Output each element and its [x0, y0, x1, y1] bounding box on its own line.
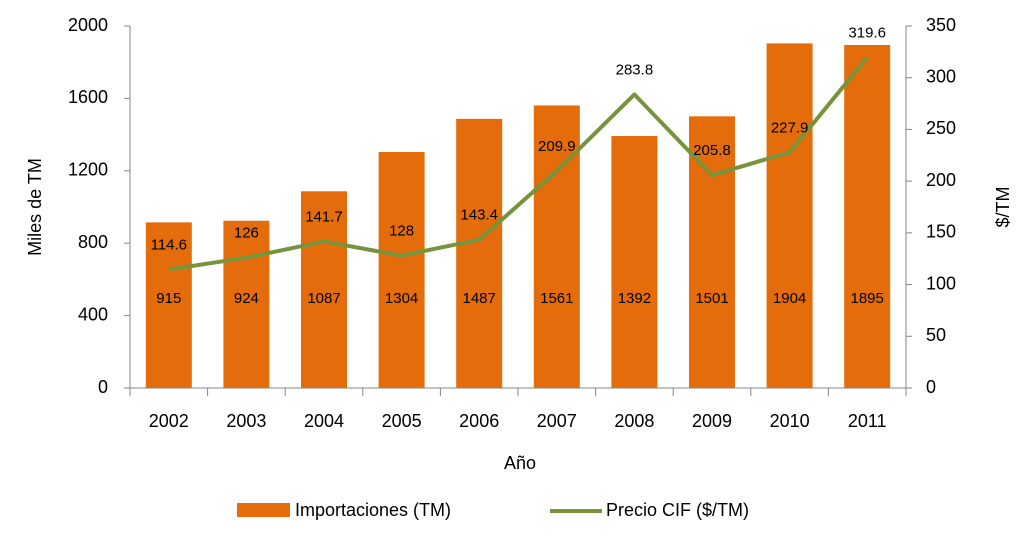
- y-axis-title: Miles de TM: [25, 158, 45, 256]
- bar: [611, 136, 658, 388]
- bar-value-label: 1304: [385, 290, 418, 307]
- x-tick-label: 2004: [304, 411, 344, 431]
- x-tick-label: 2002: [149, 411, 189, 431]
- line-value-label: 319.6: [848, 24, 886, 41]
- y2-tick-label: 150: [926, 222, 956, 242]
- legend-swatch: [237, 503, 290, 517]
- line-value-label: 128: [389, 223, 414, 240]
- x-tick-label: 2008: [614, 411, 654, 431]
- bar: [844, 45, 891, 388]
- bar: [456, 118, 503, 388]
- line-value-label: 227.9: [771, 119, 809, 136]
- line-value-label: 143.4: [460, 207, 498, 224]
- bar: [145, 222, 192, 388]
- bar-value-label: 1561: [540, 290, 573, 307]
- y2-tick-label: 50: [926, 325, 946, 345]
- bar-value-label: 1895: [851, 290, 884, 307]
- y-tick-label: 2000: [68, 15, 108, 35]
- y2-tick-label: 300: [926, 66, 956, 86]
- line: [168, 56, 869, 272]
- y2-axis-title: $/TM: [993, 186, 1013, 227]
- x-tick-label: 2007: [537, 411, 577, 431]
- legend-label: Importaciones (TM): [295, 500, 451, 520]
- bar: [378, 151, 425, 388]
- bar-value-label: 1487: [463, 290, 496, 307]
- bar-value-label: 1392: [618, 290, 651, 307]
- y-tick-label: 800: [78, 232, 108, 252]
- line-value-label: 126: [234, 225, 259, 242]
- bar-value-label: 915: [156, 290, 181, 307]
- bar: [223, 220, 270, 388]
- x-tick-label: 2006: [459, 411, 499, 431]
- line-value-label: 205.8: [693, 142, 731, 159]
- y-tick-label: 400: [78, 304, 108, 324]
- line-value-label: 114.6: [151, 236, 187, 253]
- y2-tick-label: 200: [926, 170, 956, 190]
- line-value-label: 283.8: [616, 61, 654, 78]
- x-tick-label: 2003: [226, 411, 266, 431]
- x-tick-label: 2009: [692, 411, 732, 431]
- x-tick-label: 2011: [848, 411, 887, 431]
- bar: [533, 105, 580, 389]
- y2-tick-label: 0: [926, 377, 936, 397]
- bar-value-label: 1501: [695, 290, 728, 307]
- bar: [766, 43, 813, 388]
- y2-tick-label: 250: [926, 118, 956, 138]
- legend-label: Precio CIF ($/TM): [606, 500, 749, 520]
- y-tick-label: 1200: [68, 160, 108, 180]
- bar-value-label: 924: [234, 290, 259, 307]
- line-value-label: 141.7: [305, 208, 343, 225]
- x-tick-label: 2005: [382, 411, 422, 431]
- bar-value-label: 1904: [773, 290, 806, 307]
- bar: [301, 191, 347, 388]
- y2-tick-label: 350: [926, 15, 956, 35]
- bar-value-label: 1087: [307, 290, 340, 307]
- x-axis-title: Año: [504, 453, 536, 473]
- line-value-label: 209.9: [538, 138, 576, 155]
- y2-tick-label: 100: [926, 273, 956, 293]
- x-tick-label: 2010: [770, 411, 810, 431]
- y-tick-label: 0: [98, 377, 108, 397]
- y-tick-label: 1600: [68, 87, 108, 107]
